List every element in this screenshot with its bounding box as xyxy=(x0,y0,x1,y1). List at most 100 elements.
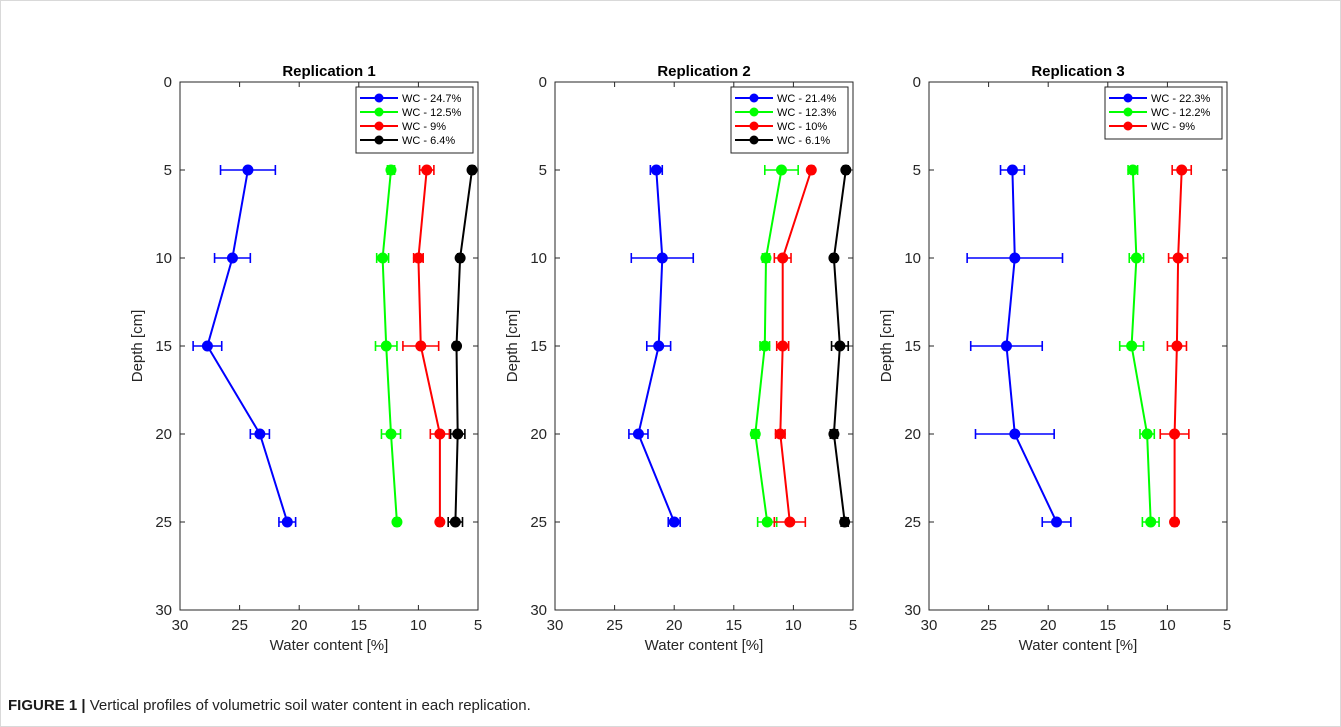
legend-swatch-marker xyxy=(1123,107,1133,117)
y-tick-label: 25 xyxy=(530,514,547,531)
data-point xyxy=(749,428,761,440)
data-point xyxy=(226,252,238,264)
x-tick-label: 25 xyxy=(980,617,997,634)
series-1 xyxy=(628,164,695,528)
chart-title: Replication 3 xyxy=(1031,63,1124,80)
legend-label: WC - 10% xyxy=(777,121,827,133)
data-point xyxy=(1130,252,1142,264)
data-point xyxy=(452,428,464,440)
y-tick-label: 5 xyxy=(164,162,172,179)
x-tick-label: 30 xyxy=(547,617,564,634)
y-tick-label: 30 xyxy=(530,602,547,619)
y-tick-label: 5 xyxy=(539,162,547,179)
y-tick-label: 15 xyxy=(904,338,921,355)
y-tick-label: 15 xyxy=(530,338,547,355)
data-point xyxy=(1127,164,1139,176)
x-tick-label: 10 xyxy=(410,617,427,634)
legend-swatch-marker xyxy=(374,121,384,131)
x-tick-label: 5 xyxy=(1223,617,1231,634)
series-1 xyxy=(192,164,297,528)
x-tick-label: 10 xyxy=(1159,617,1176,634)
data-point xyxy=(828,252,840,264)
x-tick-label: 25 xyxy=(231,617,248,634)
x-tick-label: 30 xyxy=(172,617,189,634)
legend-swatch-marker xyxy=(1123,121,1133,131)
x-tick-label: 5 xyxy=(474,617,482,634)
y-axis-label: Depth [cm] xyxy=(129,310,146,383)
legend-label: WC - 12.2% xyxy=(1151,107,1211,119)
data-point xyxy=(466,164,478,176)
series-3 xyxy=(1159,164,1193,528)
legend-label: WC - 22.3% xyxy=(1151,93,1211,105)
y-tick-label: 15 xyxy=(155,338,172,355)
x-tick-label: 5 xyxy=(849,617,857,634)
data-point xyxy=(254,428,266,440)
y-axis-label: Depth [cm] xyxy=(878,310,895,383)
legend-label: WC - 6.4% xyxy=(402,135,455,147)
y-tick-label: 10 xyxy=(530,250,547,267)
data-point xyxy=(391,516,403,528)
data-point xyxy=(775,164,787,176)
data-point xyxy=(777,340,789,352)
chart-title: Replication 2 xyxy=(657,63,750,80)
data-point xyxy=(1169,428,1181,440)
data-point xyxy=(828,428,840,440)
y-tick-label: 5 xyxy=(913,162,921,179)
legend-label: WC - 12.3% xyxy=(777,107,837,119)
y-tick-label: 20 xyxy=(530,426,547,443)
x-axis-label: Water content [%] xyxy=(270,637,389,654)
data-point xyxy=(784,516,796,528)
legend-swatch-marker xyxy=(1123,93,1133,103)
caption-text: Vertical profiles of volumetric soil wat… xyxy=(89,697,531,714)
data-point xyxy=(656,252,668,264)
data-point xyxy=(834,340,846,352)
y-tick-label: 0 xyxy=(539,74,547,91)
x-tick-label: 30 xyxy=(921,617,938,634)
series-2 xyxy=(749,164,799,528)
y-tick-label: 20 xyxy=(155,426,172,443)
data-point xyxy=(434,428,446,440)
y-tick-label: 30 xyxy=(155,602,172,619)
data-point xyxy=(377,252,389,264)
data-point xyxy=(449,516,461,528)
x-tick-label: 15 xyxy=(725,617,742,634)
data-point xyxy=(805,164,817,176)
chart-title: Replication 1 xyxy=(282,63,375,80)
data-point xyxy=(1145,516,1157,528)
y-tick-label: 20 xyxy=(904,426,921,443)
data-point xyxy=(454,252,466,264)
legend-swatch-marker xyxy=(749,121,759,131)
plot-area-border xyxy=(554,81,854,611)
legend-label: WC - 9% xyxy=(402,121,446,133)
x-tick-label: 10 xyxy=(785,617,802,634)
y-tick-label: 25 xyxy=(904,514,921,531)
series-1 xyxy=(966,164,1072,528)
data-point xyxy=(1009,428,1021,440)
data-point xyxy=(451,340,463,352)
data-point xyxy=(760,252,772,264)
legend-label: WC - 9% xyxy=(1151,121,1195,133)
data-point xyxy=(201,340,213,352)
data-point xyxy=(1126,340,1138,352)
x-tick-label: 20 xyxy=(291,617,308,634)
series-4 xyxy=(447,164,478,528)
series-2 xyxy=(1118,164,1160,528)
x-axis-label: Water content [%] xyxy=(645,637,764,654)
data-point xyxy=(380,340,392,352)
legend-swatch-marker xyxy=(749,135,759,145)
legend-swatch-marker xyxy=(749,93,759,103)
legend-label: WC - 6.1% xyxy=(777,135,830,147)
data-point xyxy=(632,428,644,440)
x-axis-label: Water content [%] xyxy=(1019,637,1138,654)
data-point xyxy=(412,252,424,264)
data-point xyxy=(385,428,397,440)
y-tick-label: 25 xyxy=(155,514,172,531)
data-point xyxy=(759,340,771,352)
series-2 xyxy=(374,164,403,528)
y-axis-label: Depth [cm] xyxy=(504,310,521,383)
data-point xyxy=(1051,516,1063,528)
legend-swatch-marker xyxy=(374,93,384,103)
legend-swatch-marker xyxy=(749,107,759,117)
